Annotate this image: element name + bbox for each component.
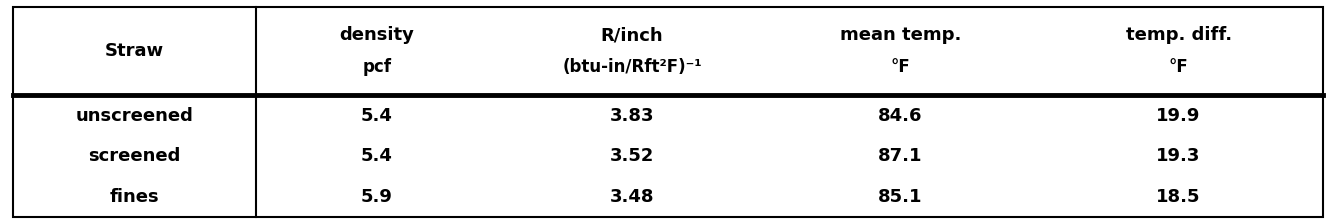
Text: temp. diff.: temp. diff. <box>1125 26 1232 44</box>
Text: 19.9: 19.9 <box>1157 107 1201 125</box>
Text: mean temp.: mean temp. <box>840 26 961 44</box>
Text: screened: screened <box>88 147 180 165</box>
Text: unscreened: unscreened <box>76 107 194 125</box>
Text: R/inch: R/inch <box>601 26 663 44</box>
Text: 87.1: 87.1 <box>878 147 923 165</box>
Text: fines: fines <box>110 188 159 206</box>
Text: density: density <box>339 26 414 44</box>
Text: pcf: pcf <box>362 58 391 76</box>
Text: 5.4: 5.4 <box>361 147 393 165</box>
Text: °F: °F <box>1169 58 1189 76</box>
Text: (btu-in/Rft²F)⁻¹: (btu-in/Rft²F)⁻¹ <box>562 58 701 76</box>
Text: 85.1: 85.1 <box>878 188 923 206</box>
Text: °F: °F <box>891 58 910 76</box>
Text: 3.48: 3.48 <box>609 188 655 206</box>
Text: 5.9: 5.9 <box>361 188 393 206</box>
Text: Straw: Straw <box>106 42 164 60</box>
Text: 3.83: 3.83 <box>609 107 655 125</box>
Text: 19.3: 19.3 <box>1157 147 1201 165</box>
Text: 84.6: 84.6 <box>878 107 923 125</box>
Text: 3.52: 3.52 <box>609 147 655 165</box>
Text: 18.5: 18.5 <box>1157 188 1201 206</box>
Text: 5.4: 5.4 <box>361 107 393 125</box>
